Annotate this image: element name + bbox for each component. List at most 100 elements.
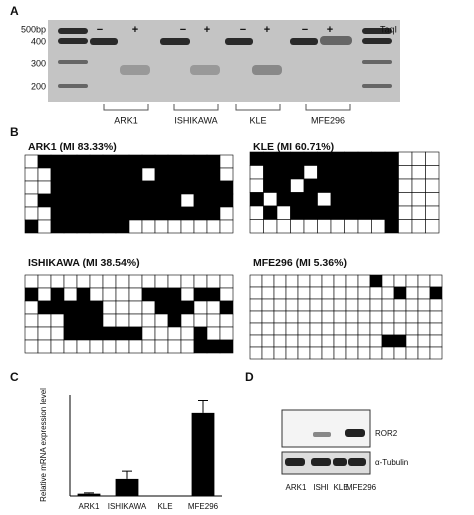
cpg-cell	[102, 206, 117, 221]
cpg-cell	[37, 154, 52, 169]
cpg-cell	[219, 274, 234, 289]
cpg-cell	[141, 274, 156, 289]
cpg-cell	[405, 346, 419, 360]
cpg-cell	[344, 151, 359, 166]
lane-sign: −	[97, 24, 103, 36]
cpg-cell	[167, 154, 182, 169]
x-tick-label: KLE	[157, 502, 172, 511]
cpg-cell	[128, 154, 143, 169]
cpg-cell	[317, 192, 332, 207]
cpg-cell	[357, 274, 371, 288]
cpg-cell	[154, 219, 169, 234]
cpg-cell	[249, 151, 264, 166]
cpg-cell	[398, 219, 413, 234]
cpg-cell	[76, 193, 91, 208]
cpg-cell	[89, 206, 104, 221]
cpg-cell	[206, 167, 221, 182]
cpg-cell	[393, 298, 407, 312]
cpg-cell	[219, 300, 234, 315]
size-marker: 500bp	[21, 24, 46, 34]
cpg-cell	[219, 219, 234, 234]
cpg-cell	[167, 313, 182, 328]
cpg-cell	[76, 287, 91, 302]
cpg-cell	[63, 339, 78, 354]
cpg-cell	[381, 334, 395, 348]
cpg-cell	[167, 287, 182, 302]
cpg-cell	[393, 274, 407, 288]
cpg-cell	[63, 313, 78, 328]
cpg-cell	[89, 180, 104, 195]
cpg-cell	[384, 165, 399, 180]
cpg-cell	[24, 219, 39, 234]
cpg-cell	[37, 180, 52, 195]
cpg-cell	[141, 300, 156, 315]
cpg-cell	[357, 334, 371, 348]
cpg-cell	[357, 310, 371, 324]
cpg-cell	[384, 205, 399, 220]
cpg-cell	[321, 298, 335, 312]
cpg-cell	[115, 154, 130, 169]
cpg-cell	[115, 287, 130, 302]
cpg-cell	[333, 274, 347, 288]
cpg-cell	[249, 219, 264, 234]
cpg-cell	[63, 193, 78, 208]
cpg-cell	[263, 219, 278, 234]
cpg-cell	[24, 339, 39, 354]
cpg-cell	[50, 154, 65, 169]
cpg-cell	[154, 167, 169, 182]
cpg-cell	[371, 192, 386, 207]
cpg-cell	[206, 287, 221, 302]
cpg-cell	[317, 151, 332, 166]
cpg-cell	[344, 165, 359, 180]
blot-ror2	[281, 409, 371, 448]
gel-bands	[58, 28, 392, 88]
cpg-cell	[411, 165, 426, 180]
cpg-cell	[263, 178, 278, 193]
cpg-cell	[273, 286, 287, 300]
bar	[191, 412, 215, 496]
cpg-cell	[290, 219, 305, 234]
cpg-cell	[273, 322, 287, 336]
cpg-cell	[115, 193, 130, 208]
lane-sign: −	[240, 24, 246, 36]
cpg-cell	[63, 206, 78, 221]
cpg-cell	[303, 151, 318, 166]
cpg-cell	[193, 274, 208, 289]
cpg-cell	[290, 151, 305, 166]
cpg-cell	[167, 167, 182, 182]
cpg-cell	[273, 274, 287, 288]
cpg-cell	[141, 167, 156, 182]
cpg-cell	[417, 286, 431, 300]
cpg-cell	[297, 310, 311, 324]
cpg-cell	[290, 205, 305, 220]
cpg-cell	[141, 206, 156, 221]
cpg-cell	[154, 287, 169, 302]
cpg-cell	[261, 334, 275, 348]
cpg-cell	[381, 298, 395, 312]
cpg-cell	[393, 286, 407, 300]
cpg-cell	[193, 219, 208, 234]
cpg-cell	[37, 274, 52, 289]
cpg-cell	[141, 326, 156, 341]
cpg-cell	[102, 193, 117, 208]
cpg-cell	[276, 205, 291, 220]
cpg-cell	[102, 167, 117, 182]
cpg-cell	[180, 180, 195, 195]
cpg-cell	[193, 300, 208, 315]
cpg-cell	[193, 167, 208, 182]
cpg-cell	[417, 322, 431, 336]
cpg-cell	[261, 346, 275, 360]
cpg-cell	[128, 326, 143, 341]
cpg-cell	[345, 286, 359, 300]
cpg-cell	[154, 274, 169, 289]
cpg-cell	[167, 326, 182, 341]
cpg-cell	[263, 205, 278, 220]
cpg-cell	[167, 339, 182, 354]
cpg-cell	[141, 287, 156, 302]
cpg-cell	[345, 274, 359, 288]
cpg-cell	[425, 192, 440, 207]
cpg-cell	[333, 322, 347, 336]
cpg-cell	[429, 286, 443, 300]
cpg-cell	[219, 193, 234, 208]
cpg-cell	[290, 178, 305, 193]
